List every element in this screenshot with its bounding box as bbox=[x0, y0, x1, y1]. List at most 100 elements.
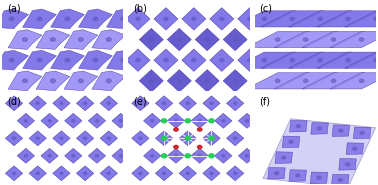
Circle shape bbox=[106, 38, 111, 41]
Polygon shape bbox=[346, 143, 364, 154]
Circle shape bbox=[185, 154, 191, 158]
Polygon shape bbox=[29, 131, 46, 146]
Polygon shape bbox=[223, 28, 247, 51]
Polygon shape bbox=[226, 96, 244, 111]
Circle shape bbox=[149, 38, 153, 41]
Circle shape bbox=[36, 102, 39, 104]
Circle shape bbox=[107, 137, 110, 139]
Polygon shape bbox=[0, 9, 28, 29]
Polygon shape bbox=[76, 166, 94, 181]
Polygon shape bbox=[155, 131, 173, 146]
Polygon shape bbox=[79, 9, 112, 29]
Circle shape bbox=[72, 155, 75, 157]
Circle shape bbox=[248, 59, 252, 62]
Polygon shape bbox=[195, 28, 219, 51]
Circle shape bbox=[274, 172, 279, 175]
Circle shape bbox=[119, 155, 122, 157]
Polygon shape bbox=[182, 8, 206, 30]
Circle shape bbox=[222, 120, 225, 122]
Circle shape bbox=[185, 136, 191, 140]
Circle shape bbox=[220, 17, 224, 21]
Circle shape bbox=[290, 17, 294, 21]
Polygon shape bbox=[5, 131, 23, 146]
Polygon shape bbox=[179, 166, 197, 181]
Circle shape bbox=[186, 137, 189, 139]
Circle shape bbox=[163, 102, 166, 104]
Circle shape bbox=[245, 155, 249, 157]
Polygon shape bbox=[210, 8, 234, 30]
Polygon shape bbox=[263, 119, 376, 185]
Polygon shape bbox=[36, 30, 70, 49]
Circle shape bbox=[164, 17, 168, 21]
Polygon shape bbox=[88, 113, 105, 128]
Polygon shape bbox=[76, 131, 94, 146]
Polygon shape bbox=[132, 96, 149, 111]
Circle shape bbox=[209, 136, 214, 140]
Circle shape bbox=[346, 59, 350, 62]
Polygon shape bbox=[65, 148, 82, 163]
Circle shape bbox=[161, 136, 167, 140]
Polygon shape bbox=[88, 148, 105, 163]
Circle shape bbox=[65, 58, 70, 62]
Polygon shape bbox=[132, 166, 149, 181]
Circle shape bbox=[139, 102, 142, 104]
Polygon shape bbox=[53, 96, 70, 111]
Circle shape bbox=[205, 79, 209, 83]
Circle shape bbox=[174, 145, 178, 149]
Polygon shape bbox=[41, 113, 58, 128]
Text: (c): (c) bbox=[259, 4, 273, 14]
Polygon shape bbox=[344, 11, 378, 27]
Circle shape bbox=[136, 59, 140, 62]
Circle shape bbox=[37, 58, 42, 62]
Text: (f): (f) bbox=[259, 97, 271, 107]
Polygon shape bbox=[17, 148, 34, 163]
Polygon shape bbox=[179, 131, 197, 146]
Polygon shape bbox=[36, 71, 70, 91]
Circle shape bbox=[163, 137, 166, 139]
Circle shape bbox=[374, 59, 378, 62]
Circle shape bbox=[317, 176, 321, 179]
Polygon shape bbox=[215, 148, 232, 163]
Circle shape bbox=[48, 155, 51, 157]
Circle shape bbox=[304, 38, 308, 41]
Circle shape bbox=[84, 172, 87, 174]
Circle shape bbox=[36, 172, 39, 174]
Polygon shape bbox=[92, 71, 126, 91]
Polygon shape bbox=[233, 11, 296, 27]
Polygon shape bbox=[41, 148, 58, 163]
Circle shape bbox=[79, 38, 83, 41]
Circle shape bbox=[9, 58, 14, 62]
Polygon shape bbox=[311, 123, 328, 134]
Polygon shape bbox=[330, 31, 378, 48]
Circle shape bbox=[164, 59, 168, 62]
Circle shape bbox=[161, 154, 167, 158]
Circle shape bbox=[332, 38, 336, 41]
Polygon shape bbox=[154, 49, 178, 71]
Polygon shape bbox=[289, 11, 352, 27]
Circle shape bbox=[262, 59, 266, 62]
Polygon shape bbox=[126, 49, 150, 71]
Circle shape bbox=[72, 120, 75, 122]
Circle shape bbox=[48, 120, 51, 122]
Circle shape bbox=[276, 79, 280, 83]
Circle shape bbox=[222, 155, 225, 157]
Circle shape bbox=[339, 129, 343, 132]
Circle shape bbox=[60, 102, 63, 104]
Polygon shape bbox=[155, 166, 173, 181]
Polygon shape bbox=[79, 50, 112, 70]
Circle shape bbox=[234, 172, 237, 174]
Polygon shape bbox=[246, 73, 309, 89]
Polygon shape bbox=[191, 113, 208, 128]
Polygon shape bbox=[167, 148, 184, 163]
Circle shape bbox=[60, 172, 63, 174]
Text: (e): (e) bbox=[133, 97, 147, 107]
Circle shape bbox=[12, 172, 15, 174]
Polygon shape bbox=[23, 50, 56, 70]
Polygon shape bbox=[100, 131, 118, 146]
Circle shape bbox=[65, 17, 70, 21]
Circle shape bbox=[84, 137, 87, 139]
Polygon shape bbox=[233, 52, 296, 68]
Circle shape bbox=[262, 17, 266, 21]
Circle shape bbox=[84, 102, 87, 104]
Polygon shape bbox=[107, 9, 140, 29]
